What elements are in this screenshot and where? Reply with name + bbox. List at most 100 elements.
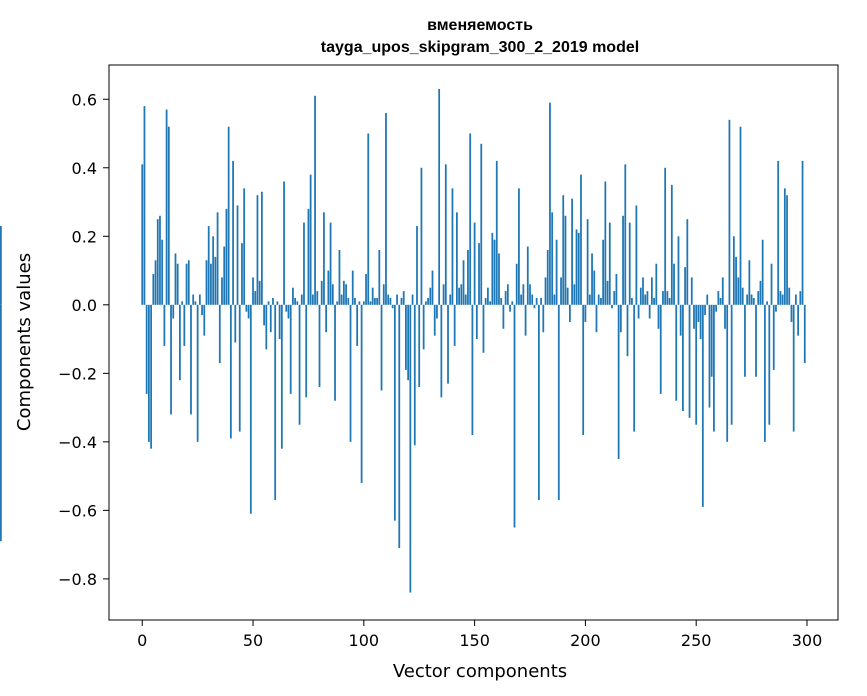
bar-49 [249, 304, 252, 514]
bar-216 [619, 304, 622, 333]
bar-undefined [0, 304, 2, 542]
bar-149 [471, 304, 474, 435]
bar-276 [752, 297, 755, 305]
bar-124 [416, 226, 418, 305]
bar-262 [721, 277, 724, 305]
bar-179 [537, 304, 540, 501]
bar-128 [424, 301, 427, 305]
bar-48 [247, 304, 250, 319]
bar-217 [622, 215, 624, 305]
bar-58 [269, 304, 272, 333]
bar-228 [646, 291, 649, 305]
bar-247 [688, 304, 691, 418]
bar-15 [174, 253, 177, 305]
bar-19 [183, 304, 186, 346]
bar-157 [489, 301, 491, 305]
bar-20 [185, 263, 188, 305]
bar-118 [402, 291, 405, 305]
bar-249 [693, 304, 695, 329]
bar-177 [533, 304, 536, 309]
bar-63 [280, 304, 283, 449]
bar-233 [657, 304, 660, 329]
bar-64 [283, 181, 285, 305]
bar-145 [462, 260, 465, 305]
bar-281 [763, 304, 766, 442]
bar-27 [201, 304, 203, 316]
bar-107 [378, 250, 381, 305]
bar-246 [686, 219, 689, 305]
bar-76 [309, 174, 312, 305]
bar-259 [715, 304, 718, 312]
bar-234 [659, 304, 662, 394]
bar-52 [256, 195, 259, 305]
bar-0 [141, 164, 144, 305]
bar-44 [238, 304, 241, 432]
bar-189 [560, 277, 562, 305]
bar-95 [351, 270, 354, 305]
bar-278 [757, 291, 760, 305]
bar-117 [400, 297, 403, 305]
bar-40 [229, 304, 232, 439]
y-tick-label: −0.8 [58, 570, 97, 589]
bar-108 [380, 304, 383, 391]
bar-212 [611, 304, 613, 309]
bar-243 [679, 304, 682, 336]
bar-115 [396, 294, 398, 305]
bar-199 [582, 304, 585, 435]
bar-254 [704, 304, 706, 316]
bar-176 [531, 294, 534, 305]
y-tick-label: 0.4 [72, 159, 97, 178]
bar-224 [637, 304, 640, 319]
bar-132 [433, 304, 436, 336]
bar-205 [595, 304, 598, 333]
bar-182 [544, 277, 547, 305]
bar-14 [172, 304, 175, 319]
bar-211 [608, 222, 611, 305]
bar-90 [340, 294, 343, 305]
bar-219 [626, 304, 629, 357]
bar-129 [427, 297, 429, 305]
bar-33 [214, 256, 217, 305]
bar-227 [644, 294, 647, 305]
bar-32 [212, 236, 215, 305]
bar-220 [628, 222, 631, 305]
bar-57 [267, 301, 270, 305]
bar-42 [234, 304, 237, 343]
bar-35 [218, 304, 221, 364]
bar-77 [311, 294, 314, 305]
bar-65 [285, 304, 288, 312]
bar-21 [187, 260, 190, 305]
bar-261 [719, 297, 722, 305]
bar-89 [338, 250, 341, 305]
bar-106 [376, 297, 378, 305]
x-tick-label: 300 [792, 631, 823, 650]
bar-25 [196, 304, 199, 442]
bar-268 [735, 256, 737, 305]
bar-175 [529, 284, 531, 305]
bar-226 [642, 277, 644, 305]
bar-81 [320, 280, 323, 305]
bar-80 [318, 304, 321, 388]
bar-13 [170, 304, 172, 415]
bar-113 [391, 304, 394, 309]
bar-270 [739, 126, 742, 305]
bar-84 [327, 270, 330, 305]
bar-191 [564, 215, 567, 305]
bar-240 [673, 263, 675, 305]
bar-195 [573, 284, 576, 305]
bar-156 [487, 287, 489, 305]
bar-280 [761, 239, 764, 305]
bar-122 [411, 294, 414, 305]
bar-265 [728, 119, 731, 305]
bar-284 [770, 263, 773, 305]
bar-253 [701, 304, 704, 507]
bar-125 [418, 304, 421, 388]
bar-255 [706, 294, 709, 305]
bar-61 [276, 301, 279, 305]
bar-142 [456, 212, 458, 305]
bar-50 [252, 277, 254, 305]
bar-18 [181, 301, 184, 305]
bar-110 [385, 112, 387, 305]
bar-208 [602, 239, 605, 305]
bar-183 [546, 250, 549, 305]
